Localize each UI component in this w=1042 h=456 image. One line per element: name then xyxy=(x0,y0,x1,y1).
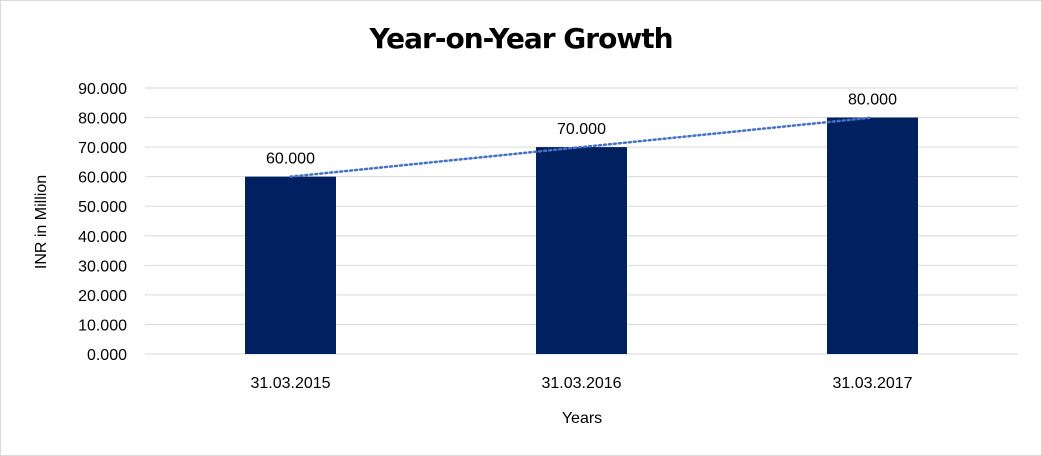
bar-31.03.2016 xyxy=(536,147,627,354)
trendline-layer xyxy=(289,116,874,178)
x-tick-labels: 31.03.2015 31.03.2016 31.03.2017 xyxy=(250,375,912,392)
y-tick-label: 0.000 xyxy=(87,347,127,364)
data-label: 60.000 xyxy=(266,151,315,168)
data-labels: 60.000 70.000 80.000 xyxy=(266,92,897,168)
y-tick-label: 10.000 xyxy=(78,317,127,334)
y-tick-label: 30.000 xyxy=(78,258,127,275)
trendline xyxy=(289,116,874,178)
y-tick-label: 80.000 xyxy=(78,111,127,128)
x-axis-label: Years xyxy=(561,410,603,427)
y-tick-label: 20.000 xyxy=(78,288,127,305)
y-tick-label: 60.000 xyxy=(78,170,127,187)
x-tick-label: 31.03.2017 xyxy=(832,375,912,392)
data-label: 70.000 xyxy=(557,121,606,138)
chart-title: Year-on-Year Growth xyxy=(369,22,673,55)
bar-31.03.2017 xyxy=(827,117,918,354)
bar-31.03.2015 xyxy=(245,176,336,354)
y-tick-label: 50.000 xyxy=(78,199,127,216)
data-label: 80.000 xyxy=(848,92,897,109)
bars xyxy=(245,117,918,354)
y-tick-label: 90.000 xyxy=(78,81,127,98)
y-tick-label: 70.000 xyxy=(78,140,127,157)
y-tick-label: 40.000 xyxy=(78,229,127,246)
x-tick-label: 31.03.2016 xyxy=(541,375,621,392)
x-tick-label: 31.03.2015 xyxy=(250,375,330,392)
y-tick-labels: 0.000 10.000 20.000 30.000 40.000 50.000 60.00… xyxy=(78,81,127,364)
